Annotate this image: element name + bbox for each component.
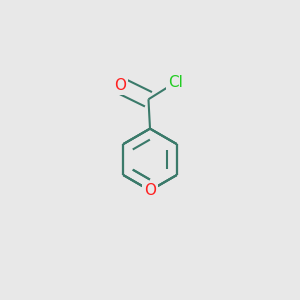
Text: O: O [144,183,156,198]
Text: O: O [114,78,126,93]
Text: Cl: Cl [168,75,183,90]
